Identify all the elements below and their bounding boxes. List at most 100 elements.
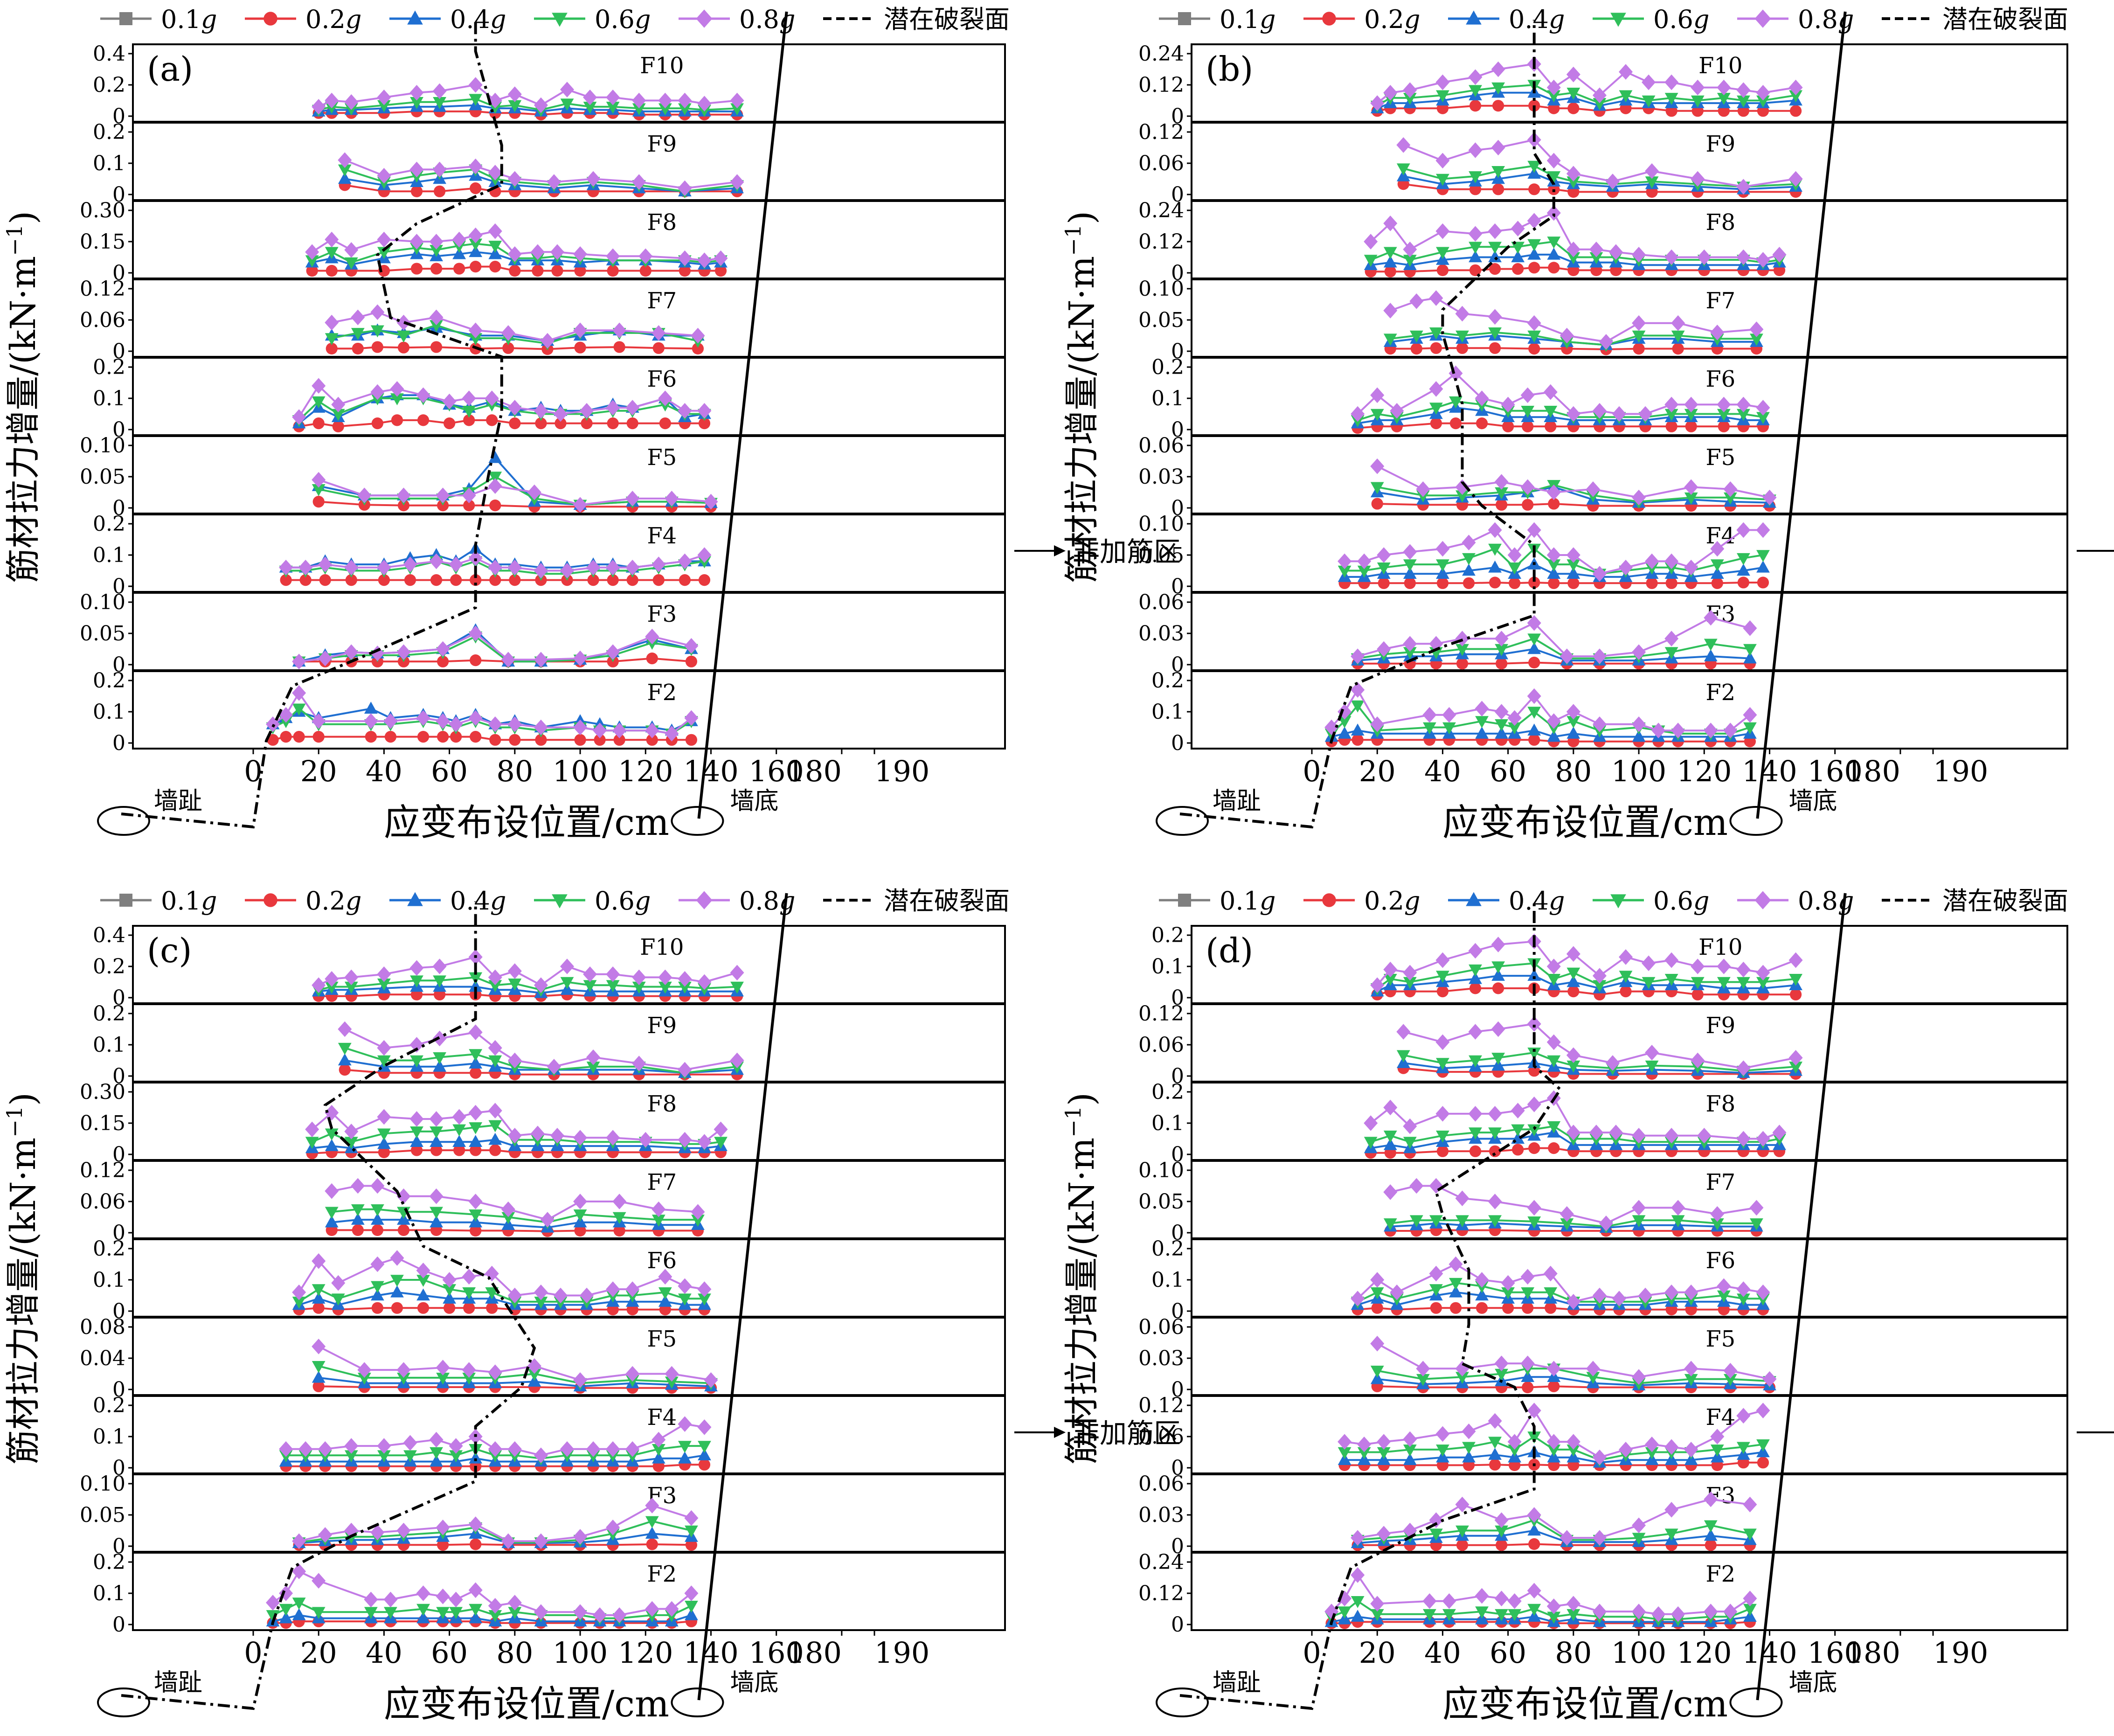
subplot-f6: 00.10.2 F6 — [1151, 355, 2068, 442]
marker-diamond — [305, 1121, 319, 1138]
y-tick-label: 0 — [1171, 1613, 1184, 1637]
marker-diamond — [1671, 315, 1685, 331]
series-0_6g — [1370, 80, 1802, 113]
marker-circle — [1672, 343, 1684, 355]
marker-diamond — [1351, 1291, 1365, 1306]
subplot-f8: 00.150.30 F8 — [80, 199, 1006, 285]
marker-triangle-down — [1547, 1055, 1561, 1068]
marker-diamond — [1511, 221, 1525, 236]
marker-triangle-down — [606, 102, 620, 114]
marker-diamond — [292, 1563, 306, 1579]
legend-label-unit: g — [1549, 5, 1565, 34]
marker-diamond — [1546, 1034, 1561, 1050]
marker-diamond — [1377, 1526, 1391, 1542]
marker-diamond — [573, 1130, 588, 1146]
marker-diamond — [377, 168, 391, 184]
marker-triangle-up — [678, 1451, 692, 1464]
x-axis-label: 应变布设位置/cm — [1442, 1683, 1728, 1725]
marker-circle — [646, 653, 658, 665]
unreinforced-zone-label: 非加筋区 — [1073, 1417, 1181, 1449]
series-0_8g — [1351, 1256, 1770, 1310]
subplot-frame — [132, 278, 1006, 358]
marker-triangle-down — [430, 1207, 443, 1219]
y-tick-label: 0 — [1171, 1064, 1184, 1088]
marker-triangle-down — [371, 325, 384, 338]
series-0_8g — [1370, 56, 1803, 111]
marker-diamond — [1409, 293, 1424, 309]
x-tick-label: 20 — [1359, 1636, 1396, 1670]
marker-triangle-down — [1469, 85, 1482, 97]
y-tick-label: 0 — [112, 496, 125, 520]
marker-circle — [1492, 982, 1504, 994]
marker-diamond — [625, 1281, 640, 1297]
marker-circle — [1489, 1145, 1501, 1157]
marker-diamond — [1560, 327, 1574, 344]
marker-triangle-down — [1717, 409, 1731, 421]
marker-diamond — [1560, 648, 1574, 664]
marker-diamond — [573, 322, 588, 339]
marker-diamond — [1671, 722, 1685, 738]
marker-triangle-down — [436, 1607, 450, 1619]
series-line — [1377, 1385, 1770, 1389]
marker-diamond — [573, 650, 588, 667]
series-0_6g — [292, 1275, 711, 1309]
marker-circle — [1489, 342, 1501, 354]
marker-circle — [1469, 1145, 1482, 1157]
legend-label: 0.2g — [305, 5, 361, 34]
marker-triangle-down — [1527, 1216, 1541, 1229]
marker-triangle-down — [1436, 1058, 1449, 1070]
x-tick-label: 40 — [1424, 754, 1461, 788]
marker-diamond — [580, 1287, 594, 1304]
marker-diamond — [344, 1124, 359, 1139]
series-line — [312, 1139, 721, 1149]
marker-diamond — [1370, 716, 1385, 732]
series-0_8g — [1351, 1491, 1757, 1546]
legend-label-unit: g — [1693, 5, 1710, 34]
marker-diamond — [1488, 1413, 1502, 1429]
marker-triangle-down — [658, 1287, 672, 1299]
marker-diamond — [1684, 560, 1698, 576]
marker-diamond — [1546, 79, 1561, 96]
marker-diamond — [1788, 1050, 1803, 1066]
marker-diamond — [1527, 1200, 1541, 1216]
marker-circle — [280, 574, 292, 586]
marker-diamond — [697, 403, 712, 419]
marker-triangle-down — [632, 981, 646, 994]
marker-diamond — [678, 180, 692, 196]
marker-circle — [1509, 577, 1521, 589]
marker-circle — [1492, 100, 1504, 112]
marker-diamond — [312, 1339, 326, 1354]
subplot-label-f9: F9 — [1705, 1013, 1735, 1039]
marker-triangle-down — [1717, 977, 1731, 989]
subplot-f9: 00.060.12 F9 — [1138, 1002, 2068, 1088]
legend-label: 0.6g — [595, 886, 651, 916]
marker-triangle-down — [390, 393, 404, 405]
marker-circle — [306, 264, 318, 277]
marker-diamond — [1560, 1206, 1574, 1222]
subplot-frame — [1191, 357, 2068, 436]
marker-diamond — [1429, 290, 1443, 306]
marker-diamond — [606, 966, 620, 982]
marker-circle — [489, 734, 501, 746]
y-tick-label: 0.03 — [1138, 465, 1184, 489]
marker-circle — [365, 731, 377, 743]
marker-triangle-down — [1736, 977, 1750, 989]
marker-diamond — [1351, 1530, 1365, 1546]
marker-triangle-up — [1488, 560, 1502, 573]
series-line — [1403, 173, 1796, 190]
marker-circle — [1449, 417, 1462, 430]
marker-diamond — [452, 1109, 466, 1125]
marker-triangle-down — [1527, 633, 1541, 646]
marker-triangle-down — [1717, 93, 1731, 105]
marker-circle — [434, 185, 446, 197]
marker-triangle-down — [1488, 327, 1502, 340]
marker-circle — [430, 341, 443, 353]
marker-diamond — [485, 390, 499, 406]
marker-triangle-up — [645, 1527, 659, 1539]
marker-diamond — [1501, 396, 1515, 413]
marker-diamond — [331, 396, 346, 413]
marker-diamond — [501, 1533, 515, 1549]
marker-diamond — [468, 227, 483, 243]
marker-diamond — [645, 1601, 659, 1617]
series-0_2g — [1371, 1380, 1776, 1394]
